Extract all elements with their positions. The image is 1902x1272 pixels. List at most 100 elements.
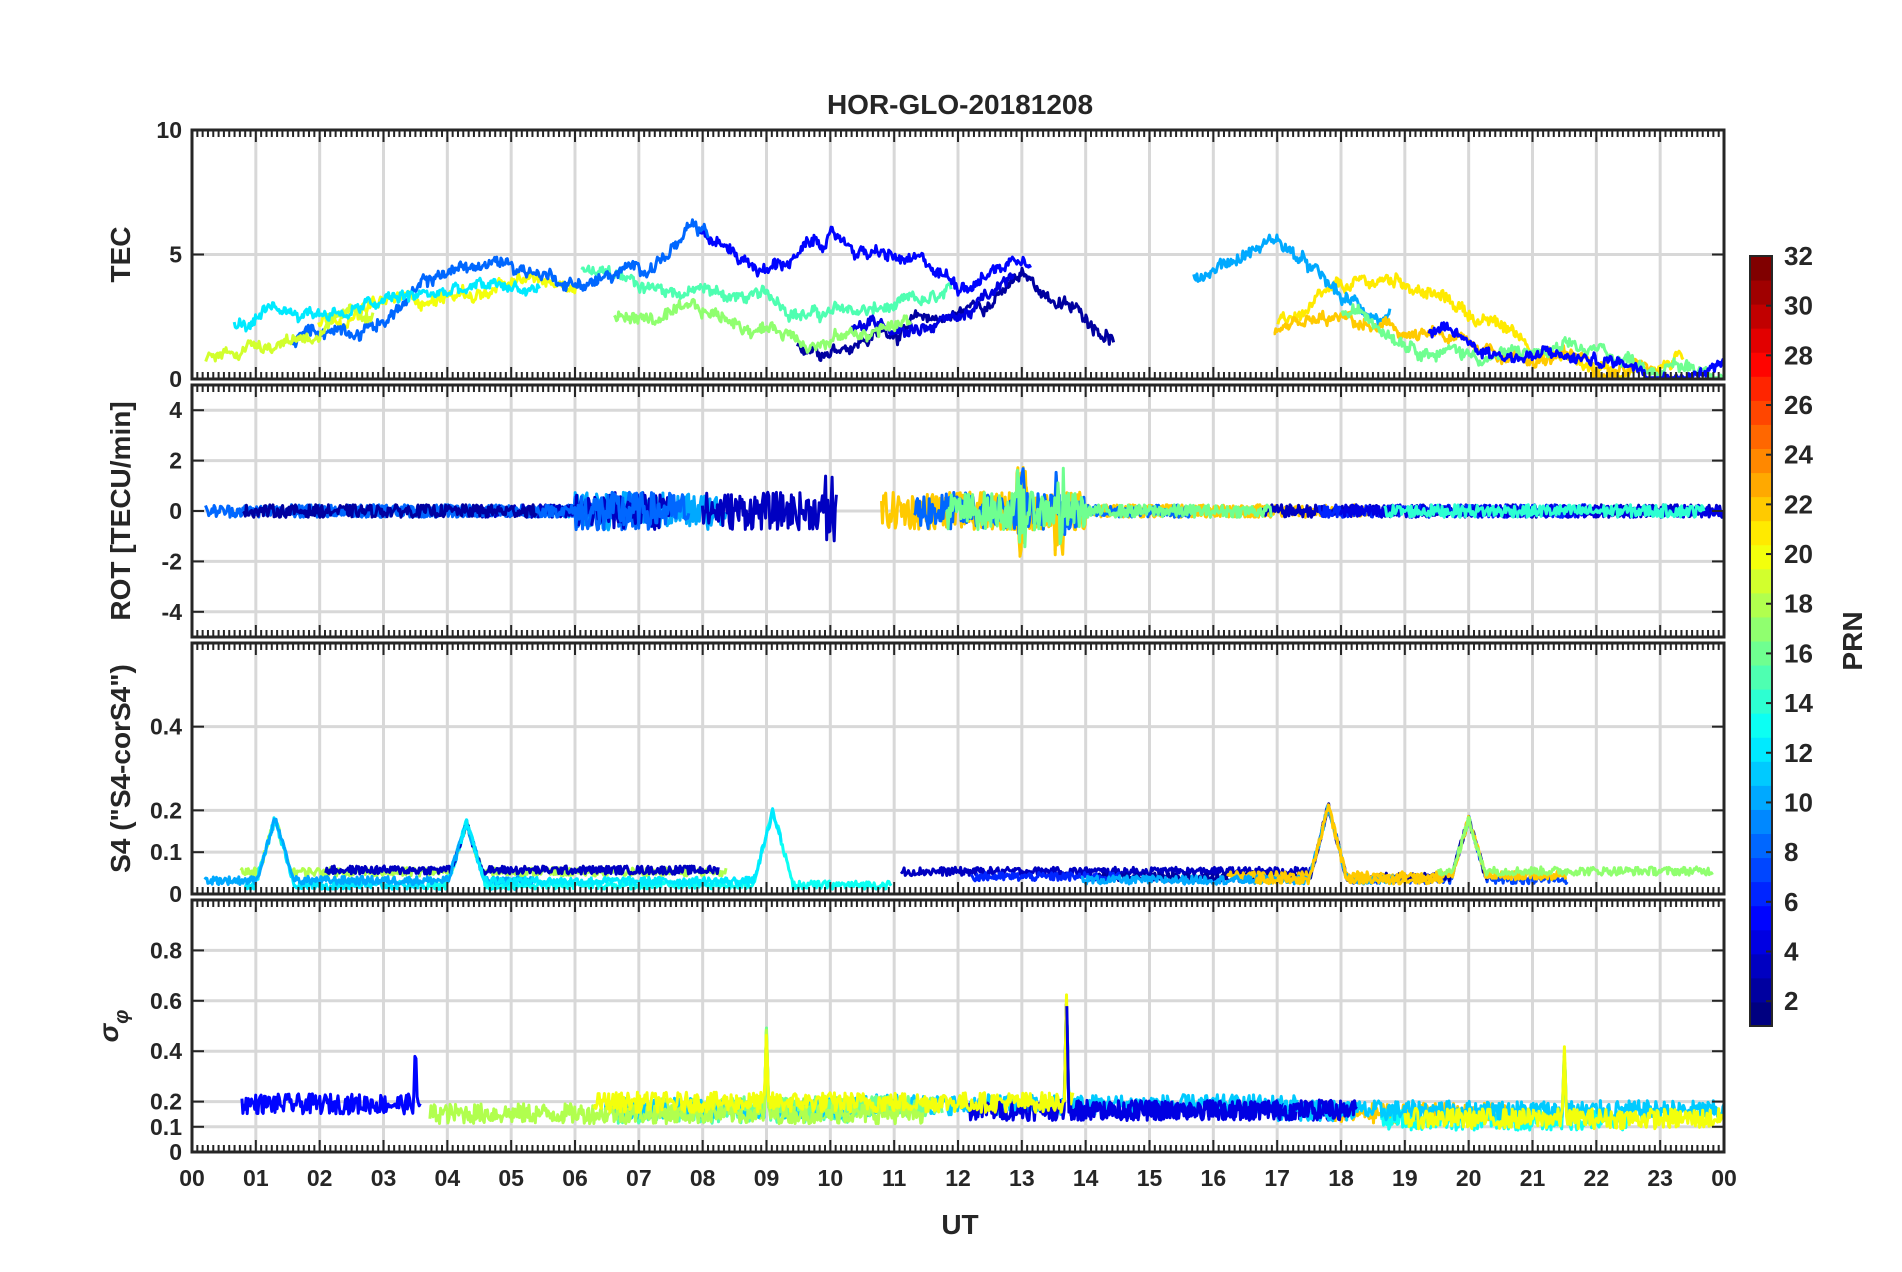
- colorbar-segment: [1750, 616, 1772, 642]
- x-tick-label: 03: [371, 1165, 397, 1191]
- x-tick-label: 07: [626, 1165, 652, 1191]
- data-series-line: [580, 264, 953, 324]
- panel-data-sigma: [240, 993, 1724, 1132]
- x-tick-label: 13: [1009, 1165, 1035, 1191]
- colorbar-segment: [1750, 280, 1772, 305]
- data-series-line: [1192, 233, 1392, 326]
- colorbar-segment: [1750, 761, 1772, 786]
- colorbar-tick-label: 6: [1784, 887, 1798, 917]
- colorbar-segment: [1750, 400, 1772, 425]
- x-tick-label: 17: [1264, 1165, 1290, 1191]
- colorbar-segment: [1750, 568, 1772, 594]
- panel-tec: 0 5 10 TEC: [105, 117, 1726, 392]
- colorbar-tick-label: 20: [1784, 539, 1813, 569]
- colorbar-segment: [1750, 737, 1772, 762]
- y-tick-label: 0.8: [150, 937, 182, 963]
- colorbar-segment: [1750, 424, 1772, 449]
- x-tick-labels: 00 01 02 03 04 05 06 07 08 09 10 11 12 13 14 15 16 17 18 19…: [179, 1165, 1737, 1191]
- colorbar-segment: [1750, 448, 1772, 474]
- x-tick-label: 16: [1201, 1165, 1227, 1191]
- data-series-line: [613, 297, 913, 354]
- x-tick-label: 01: [243, 1165, 269, 1191]
- data-series-line: [242, 503, 538, 519]
- chart-title: HOR-GLO-20181208: [827, 89, 1093, 120]
- data-series-line: [1403, 1045, 1724, 1131]
- data-series-line: [1383, 503, 1706, 519]
- colorbar-segment: [1750, 641, 1772, 666]
- colorbar-segment: [1750, 713, 1772, 738]
- y-tick-label: 0: [169, 881, 182, 907]
- x-tick-label: 20: [1456, 1165, 1482, 1191]
- y-tick-label: 0.4: [150, 1038, 182, 1064]
- panel-s4: 0 0.1 0.2 0.4 S4 ("S4-corS4"): [105, 641, 1726, 907]
- colorbar-tick-label: 8: [1784, 837, 1798, 867]
- data-series-line: [1427, 321, 1724, 379]
- y-tick-label: 0: [169, 366, 182, 392]
- panel-rot: -4 -2 0 2 4 ROT [TECU/min]: [105, 383, 1726, 639]
- x-tick-label: 18: [1328, 1165, 1354, 1191]
- x-tick-label: 08: [690, 1165, 716, 1191]
- colorbar-segment: [1750, 328, 1772, 353]
- y-tick-label: 2: [169, 448, 182, 474]
- x-tick-label: 15: [1137, 1165, 1163, 1191]
- y-axis-label: ROT [TECU/min]: [105, 401, 136, 620]
- panel-data-tec: [204, 218, 1724, 379]
- colorbar-tick-label: 22: [1784, 489, 1813, 519]
- colorbar-segment: [1750, 544, 1772, 570]
- colorbar-segment: [1750, 977, 1772, 1003]
- colorbar-tick-label: 32: [1784, 241, 1813, 271]
- y-tick-label: 0.2: [150, 797, 182, 823]
- colorbar-segment: [1750, 905, 1772, 931]
- colorbar-segment: [1750, 1001, 1772, 1027]
- data-series-line: [1065, 1006, 1358, 1122]
- x-tick-label: 22: [1584, 1165, 1610, 1191]
- data-series-line: [324, 824, 720, 876]
- x-tick-label: 00: [179, 1165, 205, 1191]
- colorbar-tick-label: 4: [1784, 936, 1799, 966]
- x-tick-label: 11: [882, 1165, 907, 1191]
- data-series-line: [592, 993, 1075, 1114]
- y-tick-label: 0.1: [150, 1114, 182, 1140]
- y-tick-label: 0.6: [150, 988, 182, 1014]
- colorbar-segment: [1750, 881, 1772, 907]
- colorbar-segment: [1750, 592, 1772, 618]
- y-axis-label: TEC: [105, 227, 136, 283]
- data-series-line: [945, 466, 1273, 549]
- colorbar-tick-label: 12: [1784, 738, 1813, 768]
- colorbar-frame: [1749, 255, 1773, 1027]
- colorbar-segment: [1750, 857, 1772, 883]
- data-series-line: [459, 807, 783, 887]
- x-tick-label: 12: [945, 1165, 971, 1191]
- x-tick-label: 23: [1647, 1165, 1673, 1191]
- data-series-line: [1254, 803, 1444, 886]
- data-series-line: [291, 218, 710, 349]
- data-series-line: [700, 474, 838, 543]
- colorbar-tick-label: 26: [1784, 390, 1813, 420]
- data-series-line: [1437, 816, 1714, 877]
- colorbar-segment: [1750, 809, 1772, 834]
- colorbar-segment: [1750, 352, 1772, 377]
- colorbar-tick-label: 10: [1784, 787, 1813, 817]
- y-tick-label: 0.1: [150, 839, 182, 865]
- x-tick-label: 19: [1392, 1165, 1418, 1191]
- colorbar-tick-label: 14: [1784, 688, 1813, 718]
- data-series-line: [240, 1054, 422, 1116]
- panel-data-s4: [203, 802, 1714, 892]
- y-tick-label: 5: [169, 242, 182, 268]
- colorbar-tick-label: 18: [1784, 589, 1813, 619]
- x-tick-label: 14: [1073, 1165, 1099, 1191]
- colorbar-segment: [1750, 833, 1772, 859]
- x-tick-label: 06: [562, 1165, 588, 1191]
- colorbar-tick-label: 28: [1784, 340, 1813, 370]
- colorbar-segment: [1750, 304, 1772, 329]
- y-tick-label: -2: [162, 548, 182, 574]
- panel-data-rot: [204, 466, 1724, 558]
- colorbar-segment: [1750, 376, 1772, 401]
- colorbar-segment: [1750, 953, 1772, 979]
- colorbar-label: PRN: [1837, 611, 1868, 670]
- y-tick-label: -4: [162, 599, 183, 625]
- data-series-line: [795, 266, 1116, 362]
